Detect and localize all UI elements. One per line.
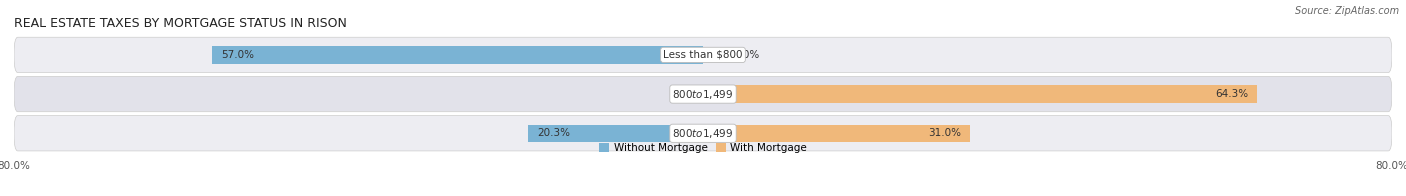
FancyBboxPatch shape: [14, 76, 1392, 112]
Text: Less than $800: Less than $800: [664, 50, 742, 60]
Bar: [703, 124, 970, 142]
Text: Source: ZipAtlas.com: Source: ZipAtlas.com: [1295, 6, 1399, 16]
Bar: [212, 46, 703, 64]
Legend: Without Mortgage, With Mortgage: Without Mortgage, With Mortgage: [595, 139, 811, 157]
Text: $800 to $1,499: $800 to $1,499: [672, 127, 734, 140]
Text: $800 to $1,499: $800 to $1,499: [672, 88, 734, 101]
Bar: [703, 85, 1257, 103]
Text: 20.3%: 20.3%: [537, 128, 569, 138]
Bar: [689, 85, 703, 103]
FancyBboxPatch shape: [14, 37, 1392, 73]
Text: REAL ESTATE TAXES BY MORTGAGE STATUS IN RISON: REAL ESTATE TAXES BY MORTGAGE STATUS IN …: [14, 17, 347, 30]
Text: 57.0%: 57.0%: [221, 50, 253, 60]
Bar: [529, 124, 703, 142]
Text: 64.3%: 64.3%: [1215, 89, 1249, 99]
Text: 0.0%: 0.0%: [733, 50, 759, 60]
Text: 1.6%: 1.6%: [697, 89, 724, 99]
Text: 31.0%: 31.0%: [928, 128, 962, 138]
FancyBboxPatch shape: [14, 116, 1392, 151]
